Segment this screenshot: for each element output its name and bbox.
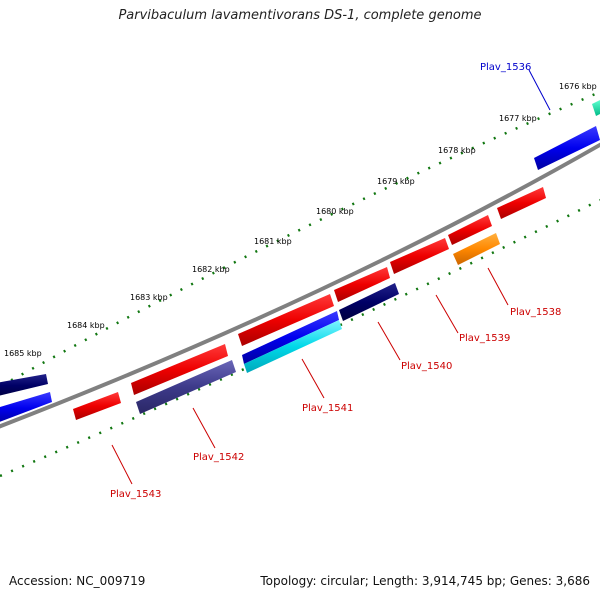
gene-arrow-red-3[interactable] — [390, 238, 449, 274]
kbp-label-1676: 1676 kbp — [559, 82, 597, 91]
gene-arrow-plav-1538[interactable] — [453, 233, 500, 265]
gene-label-plav-1542[interactable]: Plav_1542 — [193, 452, 244, 463]
gene-arrow-plav-1536[interactable] — [534, 126, 600, 170]
kbp-label-1685: 1685 kbp — [4, 349, 42, 358]
inner-tick-ring — [0, 198, 600, 478]
kbp-label-1678: 1678 kbp — [438, 146, 476, 155]
map-title: Parvibaculum lavamentivorans DS-1, compl… — [118, 8, 482, 23]
inner-strand-genes — [136, 233, 500, 414]
gene-arrow-teal[interactable] — [592, 100, 600, 116]
gene-arrow-plav-1541-cyan[interactable] — [244, 320, 342, 373]
genome-backbone — [0, 142, 600, 429]
gene-label-plav-1536[interactable]: Plav_1536 — [480, 62, 531, 73]
gene-arrow-red-7[interactable] — [73, 392, 121, 420]
gene-arrow-blue[interactable] — [0, 392, 52, 424]
gene-arrow-plav-1542[interactable] — [136, 360, 236, 414]
gene-label-plav-1540[interactable]: Plav_1540 — [401, 361, 452, 372]
gene-arrow-red-4[interactable] — [334, 267, 390, 302]
kbp-label-1682: 1682 kbp — [192, 265, 230, 274]
gene-label-plav-1538[interactable]: Plav_1538 — [510, 307, 561, 318]
gene-arrow-red-5[interactable] — [238, 294, 334, 346]
kbp-label-1681: 1681 kbp — [254, 237, 292, 246]
kbp-label-1684: 1684 kbp — [67, 321, 105, 330]
kbp-label-1677: 1677 kbp — [499, 114, 537, 123]
gene-arrow-red-1[interactable] — [497, 187, 546, 219]
kbp-label-1683: 1683 kbp — [130, 293, 168, 302]
gene-arrow-navy[interactable] — [0, 374, 48, 397]
accession-text: Accession: NC_009719 — [9, 574, 146, 588]
leader-lines — [111, 69, 551, 485]
gene-arrow-red-6[interactable] — [131, 344, 228, 395]
gene-label-plav-1539[interactable]: Plav_1539 — [459, 333, 510, 344]
gene-arrow-plav-1541-blue[interactable] — [242, 311, 339, 364]
genome-stats-text: Topology: circular; Length: 3,914,745 bp… — [260, 574, 590, 588]
gene-label-plav-1541[interactable]: Plav_1541 — [302, 403, 353, 414]
gene-arrow-plav-1540[interactable] — [339, 283, 399, 321]
kbp-label-1679: 1679 kbp — [377, 177, 415, 186]
gene-label-plav-1543[interactable]: Plav_1543 — [110, 489, 161, 500]
gene-arrow-red-2[interactable] — [448, 215, 492, 245]
outer-strand-genes — [0, 100, 600, 424]
kbp-label-1680: 1680 kbp — [316, 207, 354, 216]
